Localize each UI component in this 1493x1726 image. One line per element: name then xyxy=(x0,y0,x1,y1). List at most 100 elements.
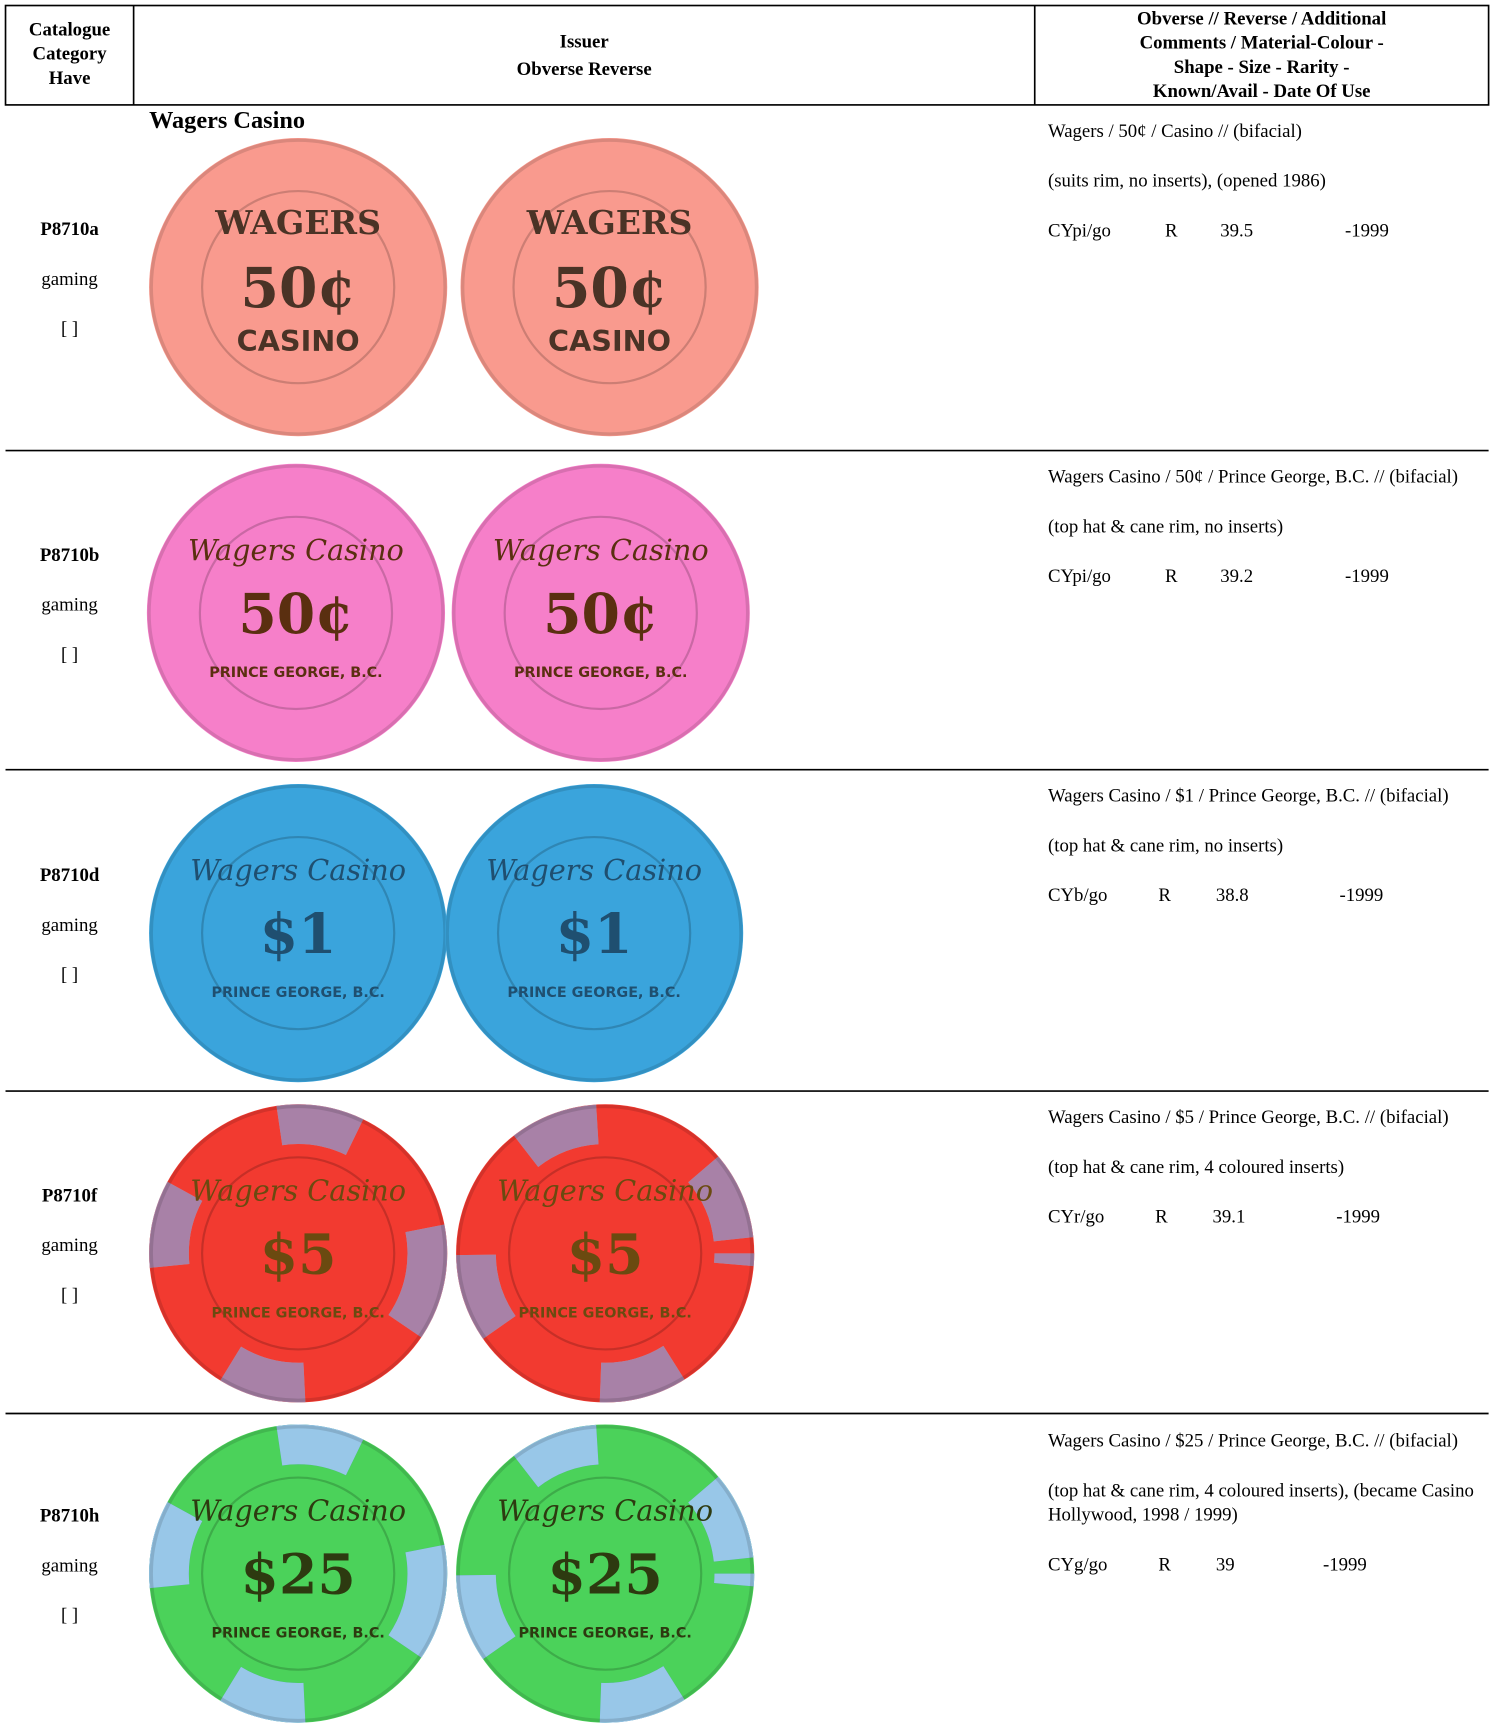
chip-insert xyxy=(456,1104,755,1403)
category: gaming xyxy=(41,914,98,936)
chip-value: 50¢ xyxy=(241,256,356,321)
chip-value: 50¢ xyxy=(238,582,353,647)
header-text: Known/Avail - Date Of Use xyxy=(1152,80,1371,102)
stat: 39.1 xyxy=(1212,1205,1246,1227)
chip-text: PRINCE GEORGE, B.C. xyxy=(211,985,384,1001)
have-box: [ ] xyxy=(60,1604,79,1626)
chip-text: PRINCE GEORGE, B.C. xyxy=(507,985,680,1001)
stat: CYpi/go xyxy=(1047,219,1111,241)
category: gaming xyxy=(41,1554,98,1576)
chip-ring xyxy=(200,1476,396,1671)
chip-value: 50¢ xyxy=(543,582,658,647)
chip-text: PRINCE GEORGE, B.C. xyxy=(518,1626,691,1642)
chip-rim xyxy=(147,464,445,762)
header-text: Catalogue xyxy=(28,18,111,40)
chip xyxy=(451,463,750,762)
stat: R xyxy=(1158,884,1171,906)
chip-ring xyxy=(512,189,707,385)
chip xyxy=(149,1424,448,1723)
chip-ring xyxy=(503,515,698,711)
chip-text: PRINCE GEORGE, B.C. xyxy=(211,1626,384,1642)
chip-text: Wagers Casino xyxy=(190,1494,406,1528)
description: Wagers / 50¢ / Casino // (bifacial) xyxy=(1047,120,1302,142)
chip-text: WAGERS xyxy=(214,203,381,242)
stat: CYb/go xyxy=(1047,884,1108,906)
catalogue-code: P8710f xyxy=(41,1184,98,1206)
chip xyxy=(149,784,448,1083)
chip-value: $1 xyxy=(260,902,337,967)
chip-insert xyxy=(149,1424,448,1723)
chip xyxy=(456,1424,755,1723)
chip-ring xyxy=(200,1156,396,1351)
chip-value: $5 xyxy=(260,1222,337,1287)
description: Wagers Casino / $5 / Prince George, B.C.… xyxy=(1047,1106,1449,1128)
chip-text: Wagers Casino xyxy=(188,533,404,567)
have-box: [ ] xyxy=(60,318,79,340)
chip-text: Wagers Casino xyxy=(497,1494,713,1528)
description: (suits rim, no inserts), (opened 1986) xyxy=(1047,170,1326,192)
catalogue-code: P8710b xyxy=(39,544,100,566)
stat: -1999 xyxy=(1339,884,1384,906)
header-text: Issuer xyxy=(559,30,609,52)
chip-text: CASINO xyxy=(548,324,671,358)
chip-rim xyxy=(149,138,447,436)
stat: 39.2 xyxy=(1220,565,1254,587)
description: (top hat & cane rim, no inserts) xyxy=(1047,834,1284,856)
chip-value: $1 xyxy=(556,902,633,967)
chip-rim xyxy=(445,784,743,1082)
header-text: Category xyxy=(32,43,107,65)
description: (top hat & cane rim, no inserts) xyxy=(1047,515,1284,537)
header-text: Obverse Reverse xyxy=(516,58,652,80)
stat: -1999 xyxy=(1345,565,1389,587)
stat: R xyxy=(1165,219,1178,241)
chip-text: PRINCE GEORGE, B.C. xyxy=(211,1305,384,1321)
stat: R xyxy=(1158,1553,1171,1575)
stat: 38.8 xyxy=(1215,884,1249,906)
chip xyxy=(146,463,446,762)
description: Wagers Casino / 50¢ / Prince George, B.C… xyxy=(1047,466,1459,487)
chip-text: Wagers Casino xyxy=(190,853,406,887)
chip-text: PRINCE GEORGE, B.C. xyxy=(209,665,382,681)
chip-text: Wagers Casino xyxy=(497,1173,713,1207)
category: gaming xyxy=(41,268,98,290)
chip xyxy=(460,138,759,437)
header-box xyxy=(4,4,1490,106)
description: Wagers Casino / $25 / Prince George, B.C… xyxy=(1047,1430,1459,1452)
stat: R xyxy=(1155,1205,1168,1227)
stat: -1999 xyxy=(1336,1205,1381,1227)
stat: 39 xyxy=(1215,1553,1235,1575)
stat: R xyxy=(1165,565,1178,587)
chip-value: $25 xyxy=(241,1543,356,1608)
chip-rim xyxy=(461,138,759,436)
header-text: Have xyxy=(48,67,91,89)
chip-rim xyxy=(452,464,750,762)
catalogue-code: P8710a xyxy=(40,218,99,240)
stat: CYpi/go xyxy=(1047,565,1111,587)
chip-ring xyxy=(200,835,396,1031)
chip-rim xyxy=(456,1104,754,1402)
catalogue-code: P8710d xyxy=(39,864,100,886)
header-text: Obverse // Reverse / Additional xyxy=(1137,7,1387,29)
chip-value: $5 xyxy=(567,1222,644,1287)
chip-insert xyxy=(456,1424,755,1723)
description: (top hat & cane rim, 4 coloured inserts) xyxy=(1047,1156,1345,1178)
chip-text: PRINCE GEORGE, B.C. xyxy=(518,1305,691,1321)
description: Wagers Casino / $1 / Prince George, B.C.… xyxy=(1047,785,1449,807)
header-text: Comments / Material-Colour - xyxy=(1139,32,1384,54)
stat: CYr/go xyxy=(1047,1205,1105,1227)
chip-text: Wagers Casino xyxy=(190,1173,406,1207)
chip-rim xyxy=(149,1104,447,1402)
chip-text: WAGERS xyxy=(526,203,693,242)
category: gaming xyxy=(41,1234,98,1256)
chip xyxy=(456,1104,755,1403)
chip-text: PRINCE GEORGE, B.C. xyxy=(514,665,687,681)
stat: -1999 xyxy=(1322,1553,1367,1575)
header-text: Shape - Size - Rarity - xyxy=(1173,56,1350,78)
chip-ring xyxy=(198,515,394,711)
category: gaming xyxy=(41,594,98,616)
chip-ring xyxy=(200,189,396,385)
chip-text: Wagers Casino xyxy=(486,853,702,887)
chip-rim xyxy=(149,1425,447,1723)
